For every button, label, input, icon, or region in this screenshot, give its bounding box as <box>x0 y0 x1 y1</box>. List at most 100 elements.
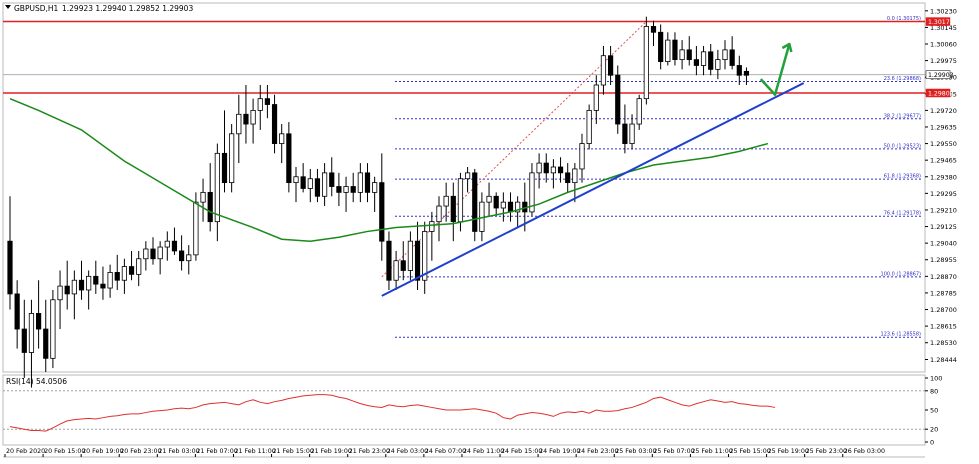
bearish-candle <box>608 55 614 76</box>
bullish-candle <box>57 285 63 301</box>
bullish-candle <box>157 246 163 260</box>
fib-level-label: 61.8 (1.29368) <box>884 174 921 180</box>
bearish-candle <box>472 172 478 232</box>
bullish-candle <box>236 113 242 135</box>
bearish-candle <box>150 248 156 260</box>
bullish-candle <box>393 260 399 281</box>
bullish-candle <box>193 201 199 256</box>
fib-level-label: 50.0 (1.29523) <box>884 143 921 149</box>
bearish-candle <box>743 70 750 76</box>
bullish-candle <box>593 84 599 111</box>
bearish-candle <box>379 182 385 242</box>
bullish-candle <box>700 51 707 66</box>
bearish-candle <box>493 195 499 209</box>
bullish-candle <box>536 162 542 174</box>
x-tick-label: 24 Feb 11:00 <box>463 448 504 455</box>
bearish-candle <box>36 313 42 330</box>
y-tick-label: 1.29210 <box>930 206 957 214</box>
x-tick-label: 24 Feb 19:00 <box>539 448 580 455</box>
x-tick-label: 25 Feb 15:00 <box>729 448 770 455</box>
bearish-candle <box>271 104 278 144</box>
y-tick-label: 1.28444 <box>930 356 957 364</box>
x-tick-label: 24 Feb 23:00 <box>577 448 618 455</box>
y-tick-label: 1.29125 <box>930 223 957 231</box>
bearish-candle <box>207 191 213 223</box>
bullish-candle <box>164 240 170 248</box>
bearish-candle <box>286 133 292 184</box>
price-tag-label: 1.29903 <box>928 72 954 79</box>
bullish-candle <box>407 240 414 271</box>
fib-level-label: 123.6 (1.28558) <box>881 332 922 338</box>
rsi-tick-label: 80 <box>930 387 938 395</box>
bearish-candle <box>128 266 135 275</box>
projection-arrow <box>759 43 791 97</box>
bearish-candle <box>264 98 271 105</box>
y-tick-label: 1.29550 <box>930 140 957 148</box>
x-tick-label: 25 Feb 07:00 <box>653 448 694 455</box>
chart-ohlc-label: 1.29923 1.29940 1.29852 1.29903 <box>62 4 193 13</box>
bullish-candle <box>629 123 635 144</box>
main-pane-frame <box>2 2 926 373</box>
bearish-candle <box>658 31 664 62</box>
bearish-candle <box>729 49 735 66</box>
bullish-candle <box>372 182 378 193</box>
rsi-tick-label: 20 <box>930 426 938 434</box>
bullish-candle <box>279 133 285 144</box>
x-tick-label: 20 Feb 19:00 <box>82 448 123 455</box>
bullish-candle <box>572 168 578 184</box>
bearish-candle <box>615 74 621 125</box>
bullish-candle <box>600 55 607 86</box>
bullish-candle <box>500 201 506 209</box>
bullish-candle <box>586 109 592 144</box>
bearish-candle <box>221 152 228 184</box>
x-tick-label: 21 Feb 07:00 <box>196 448 237 455</box>
bearish-candle <box>565 172 571 184</box>
y-tick-label: 1.29380 <box>930 173 957 181</box>
bearish-candle <box>557 166 564 174</box>
x-tick-label: 25 Feb 03:00 <box>615 448 656 455</box>
bullish-candle <box>436 205 442 223</box>
rsi-tick-label: 0 <box>930 439 934 447</box>
bullish-candle <box>50 299 56 359</box>
bearish-candle <box>414 240 421 281</box>
bearish-candle <box>7 240 13 295</box>
x-tick-label: 24 Feb 03:00 <box>387 448 428 455</box>
bearish-candle <box>736 65 742 76</box>
x-tick-label: 26 Feb 03:00 <box>844 448 885 455</box>
bearish-candle <box>78 279 85 291</box>
bearish-candle <box>21 328 27 353</box>
bullish-candle <box>429 221 435 232</box>
x-tick-label: 24 Feb 15:00 <box>501 448 542 455</box>
price-tag-label: 1.29809 <box>928 91 954 98</box>
fib-level-label: 76.4 (1.29178) <box>884 211 921 217</box>
fib-level-label: 100.0 (1.28867) <box>881 271 922 277</box>
y-tick-label: 1.29295 <box>930 190 957 198</box>
x-tick-label: 25 Feb 19:00 <box>768 448 809 455</box>
rsi-tick-label: 50 <box>930 407 938 415</box>
bullish-candle <box>343 186 349 193</box>
bullish-candle <box>457 178 464 223</box>
bullish-candle <box>71 279 77 295</box>
bullish-candle <box>257 98 263 111</box>
rsi-line <box>9 394 776 432</box>
x-tick-label: 21 Feb 19:00 <box>311 448 352 455</box>
y-tick-label: 1.29975 <box>930 57 957 65</box>
y-tick-label: 1.30060 <box>930 41 957 49</box>
price-tag <box>925 70 951 79</box>
fib-level-label: 23.6 (1.29868) <box>884 76 921 82</box>
bullish-candle <box>357 172 363 193</box>
bullish-candle <box>307 178 313 189</box>
bearish-candle <box>114 272 120 281</box>
x-tick-label: 21 Feb 11:00 <box>234 448 275 455</box>
bullish-candle <box>722 49 728 61</box>
bearish-candle <box>329 172 335 187</box>
moving-average-line <box>9 97 769 242</box>
bearish-candle <box>43 328 49 359</box>
bearish-candle <box>314 178 321 197</box>
x-tick-label: 25 Feb 23:00 <box>806 448 847 455</box>
x-tick-label: 21 Feb 23:00 <box>349 448 390 455</box>
bullish-candle <box>715 59 721 70</box>
y-tick-label: 1.28700 <box>930 306 957 314</box>
